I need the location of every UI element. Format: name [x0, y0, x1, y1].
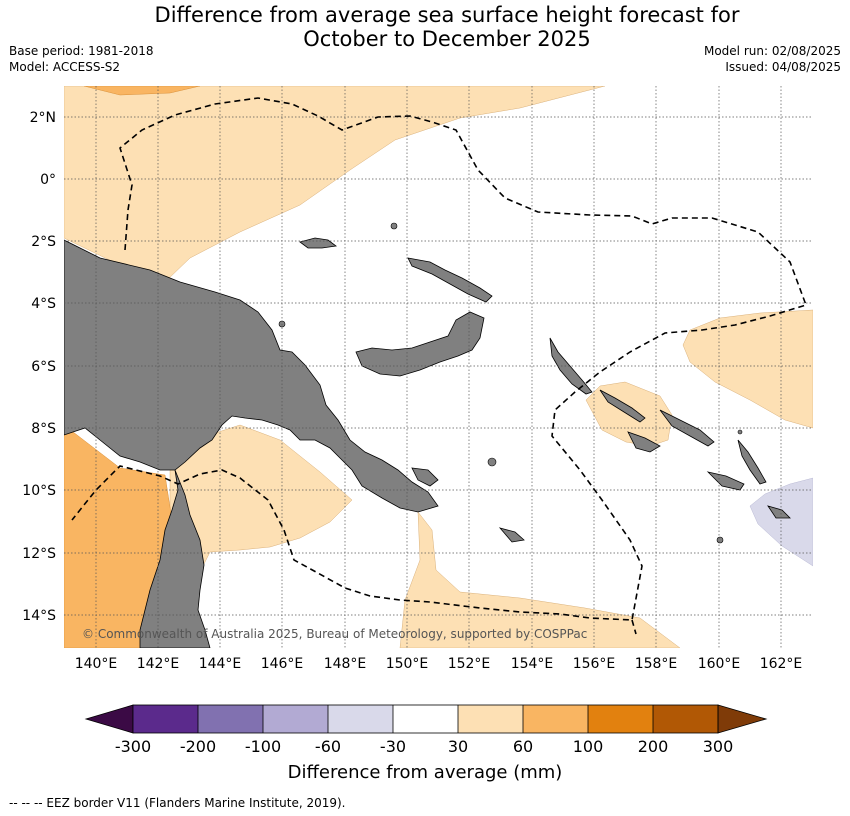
- gridlines: [64, 86, 813, 648]
- lon-label: 156°E: [573, 656, 616, 672]
- lon-label: 150°E: [386, 656, 429, 672]
- lat-label: 12°S: [22, 546, 56, 562]
- colorbar-tick-label: 100: [573, 737, 604, 756]
- lon-label: 140°E: [75, 656, 118, 672]
- colorbar-tick-label: -300: [115, 737, 151, 756]
- anomaly-region-coral-sea: [399, 511, 681, 648]
- land-islet: [716, 536, 724, 544]
- lon-label: 158°E: [635, 656, 678, 672]
- lon-label: 142°E: [137, 656, 180, 672]
- lon-label: 160°E: [698, 656, 741, 672]
- model-run: Model run: 02/08/2025: [703, 44, 841, 58]
- colorbar-bin: [263, 705, 328, 733]
- colorbar-tick-label: -200: [180, 737, 216, 756]
- lat-label: 0°: [40, 172, 56, 188]
- land-new-britain: [355, 311, 485, 377]
- land-bougainville: [549, 337, 593, 395]
- land-islet: [487, 457, 497, 467]
- land-manus: [299, 237, 338, 249]
- model-name: Model: ACCESS-S2: [9, 60, 121, 74]
- lat-label: 10°S: [22, 483, 56, 499]
- meta-left: Base period: 1981-2018 Model: ACCESS-S2: [9, 43, 154, 75]
- colorbar-label: Difference from average (mm): [288, 762, 563, 783]
- lon-label: 154°E: [511, 656, 554, 672]
- lat-label: 6°S: [31, 359, 56, 375]
- longitude-labels: 140°E 142°E 144°E 146°E 148°E 150°E 152°…: [75, 656, 803, 672]
- colorbar-frame: [132, 704, 719, 734]
- land-islet: [737, 429, 743, 435]
- colorbar-arrow-low: [84, 704, 134, 734]
- colorbar-tick-label: 60: [513, 737, 533, 756]
- colorbar-arrow-high: [717, 704, 768, 734]
- lat-label: 2°S: [31, 234, 56, 250]
- lat-label: 14°S: [22, 608, 56, 624]
- anomaly-region-northwest-strong: [83, 86, 201, 96]
- eez-legend-note: -- -- -- EEZ border V11 (Flanders Marine…: [9, 796, 346, 810]
- lon-label: 144°E: [199, 656, 242, 672]
- issued-date: Issued: 04/08/2025: [725, 60, 841, 74]
- land-solomon-guadalcanal: [627, 431, 661, 453]
- meta-right: Model run: 02/08/2025 Issued: 04/08/2025: [704, 43, 841, 75]
- lon-label: 146°E: [261, 656, 304, 672]
- lat-label: 8°S: [31, 421, 56, 437]
- latitude-labels: 2°N 0° 2°S 4°S 6°S 8°S 10°S 12°S 14°S: [22, 110, 56, 624]
- colorbar: -300 -200 -100 -60 -30 30 60 100 200 300…: [84, 704, 768, 783]
- eez-border-solomon-west: [631, 619, 637, 635]
- lon-label: 148°E: [324, 656, 367, 672]
- colorbar-tick-label: -60: [315, 737, 341, 756]
- lon-label: 162°E: [760, 656, 803, 672]
- lat-label: 2°N: [30, 110, 56, 126]
- land-islet: [390, 222, 398, 230]
- colorbar-tick-label: 200: [638, 737, 669, 756]
- colorbar-tick-label: -30: [380, 737, 406, 756]
- colorbar-bin: [588, 705, 653, 733]
- copyright-text: © Commonwealth of Australia 2025, Bureau…: [82, 627, 587, 641]
- colorbar-tick-label: 30: [448, 737, 468, 756]
- colorbar-bin: [458, 705, 523, 733]
- title-line-2: October to December 2025: [303, 27, 591, 51]
- land-cape-york: [139, 469, 211, 648]
- land-solomon-malaita: [737, 439, 767, 485]
- colorbar-bin: [653, 705, 718, 733]
- land-dentrecasteaux: [411, 467, 439, 487]
- colorbar-tick-label: 300: [703, 737, 734, 756]
- colorbar-tick-label: -100: [245, 737, 281, 756]
- chart-title: Difference from average sea surface heig…: [0, 3, 850, 51]
- colorbar-bin: [198, 705, 263, 733]
- colorbar-bin: [328, 705, 393, 733]
- land-solomon-choiseul: [599, 389, 646, 423]
- colorbar-ticks: -300 -200 -100 -60 -30 30 60 100 200 300: [115, 737, 733, 756]
- lat-label: 4°S: [31, 296, 56, 312]
- anomaly-region-negative: [749, 477, 813, 567]
- colorbar-bin: [393, 705, 458, 733]
- eez-border-png: [71, 97, 808, 621]
- colorbar-bin: [523, 705, 588, 733]
- anomaly-region-east: [682, 309, 813, 429]
- colorbar-bin: [133, 705, 198, 733]
- base-period: Base period: 1981-2018: [9, 44, 154, 58]
- land-louisiade: [498, 527, 525, 543]
- lon-label: 152°E: [448, 656, 491, 672]
- eez-borders: [71, 97, 808, 635]
- land-new-guinea: [64, 239, 439, 513]
- land-solomon-makira: [706, 471, 745, 491]
- map-area: [64, 86, 813, 648]
- land-rennell: [767, 505, 791, 519]
- land-new-ireland: [407, 257, 493, 303]
- title-line-1: Difference from average sea surface heig…: [154, 3, 740, 27]
